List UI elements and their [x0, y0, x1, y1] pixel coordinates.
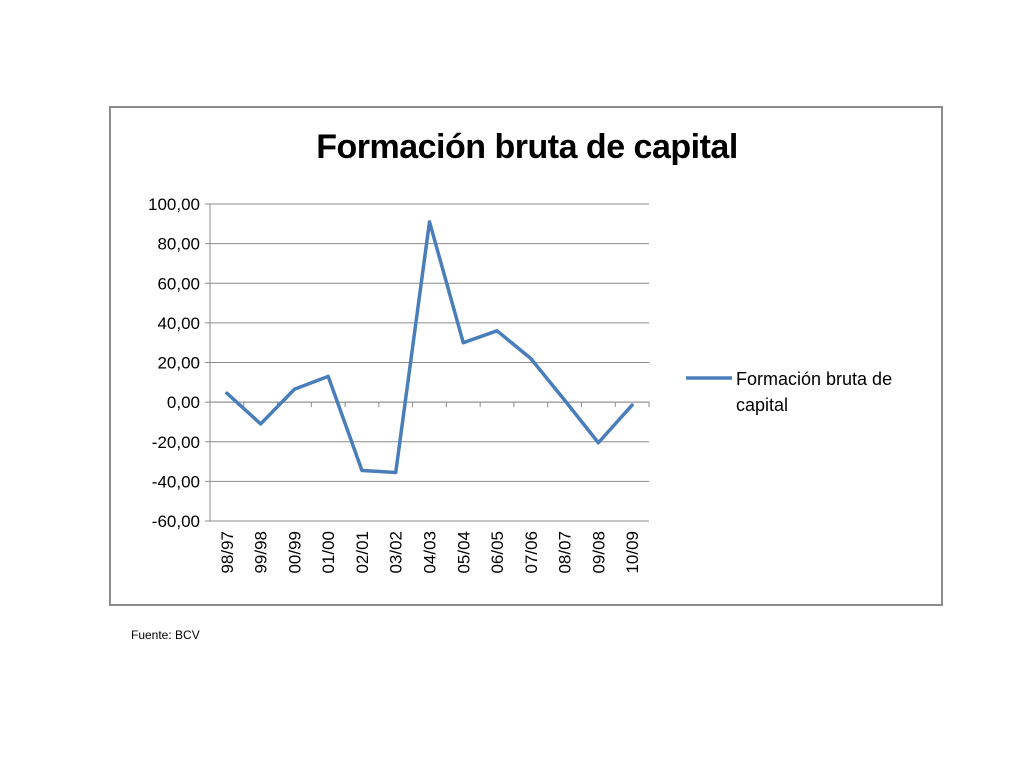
x-tick-label: 07/06: [522, 531, 541, 574]
x-tick-label: 02/01: [353, 531, 372, 574]
y-axis-ticks: -60,00 -40,00 -20,00 0,00 20,00 40,00 60,00 80,…: [148, 195, 210, 531]
legend-label: Formación bruta de: [736, 369, 892, 389]
y-tick-label: 60,00: [157, 274, 200, 293]
x-tick-label: 99/98: [252, 531, 271, 574]
y-tick-label: -20,00: [152, 433, 200, 452]
gridlines: [210, 203, 649, 522]
x-tick-label: 04/03: [421, 531, 440, 574]
y-tick-label: 80,00: [157, 235, 200, 254]
x-tick-label: 98/97: [218, 531, 237, 574]
y-tick-label: -60,00: [152, 512, 200, 531]
x-tick-label: 03/02: [387, 531, 406, 574]
series-line: [225, 220, 634, 475]
x-tick-label: 09/08: [589, 531, 608, 574]
series: [225, 220, 634, 475]
x-tick-label: 05/04: [454, 531, 473, 574]
x-axis-ticks: 98/97 99/98 00/99 01/00 02/01 03/02 04/03 05/04…: [209, 402, 650, 574]
x-tick-label: 00/99: [285, 531, 304, 574]
y-tick-label: 0,00: [167, 393, 200, 412]
y-tick-label: 100,00: [148, 195, 200, 214]
x-tick-label: 10/09: [623, 531, 642, 574]
y-tick-label: 40,00: [157, 314, 200, 333]
x-tick-label: 06/05: [488, 531, 507, 574]
y-tick-label: -40,00: [152, 472, 200, 491]
chart-title: Formación bruta de capital: [316, 128, 738, 166]
legend-label: capital: [736, 395, 788, 415]
source-note: Fuente: BCV: [131, 628, 200, 642]
x-tick-label: 01/00: [319, 531, 338, 574]
legend: Formación bruta de capital: [686, 369, 892, 415]
x-tick-label: 08/07: [556, 531, 575, 574]
y-tick-label: 20,00: [157, 354, 200, 373]
